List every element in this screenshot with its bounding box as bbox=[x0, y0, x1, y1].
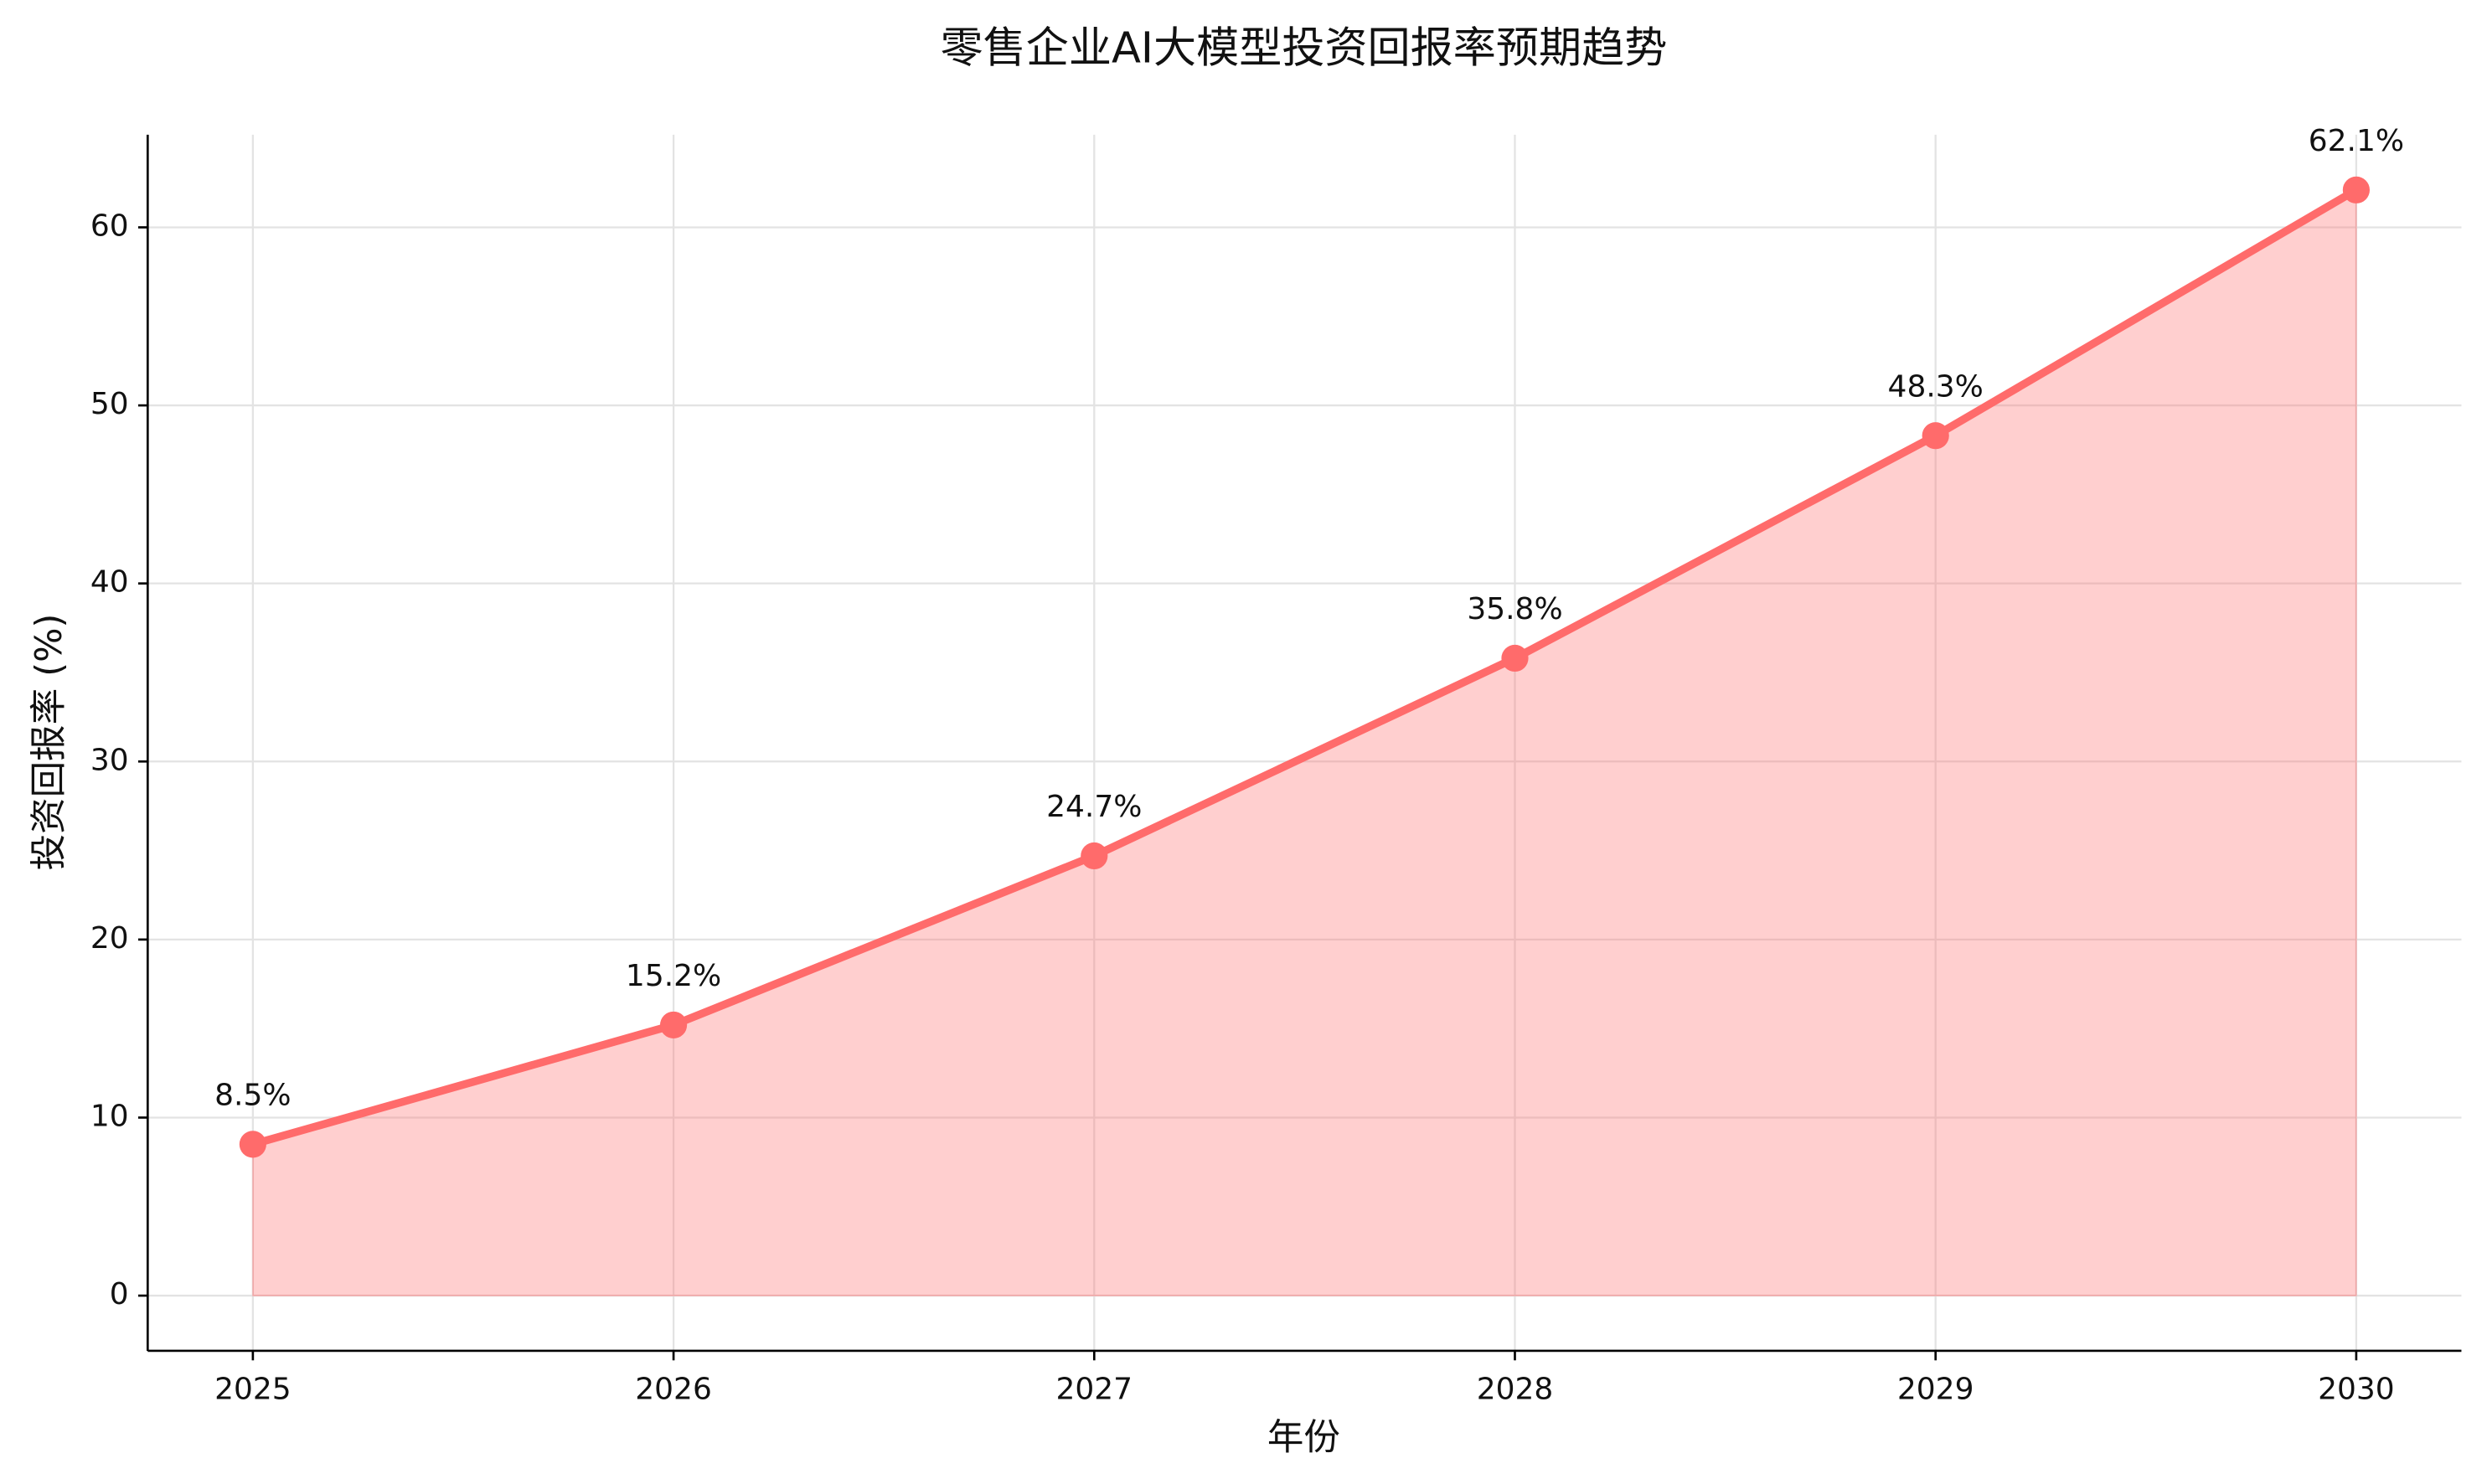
point bbox=[659, 1011, 688, 1039]
data-label: 35.8% bbox=[1467, 592, 1562, 626]
x-tick-label: 2025 bbox=[214, 1372, 292, 1406]
x-tick-label: 2027 bbox=[1056, 1372, 1133, 1406]
point bbox=[1081, 842, 1108, 870]
area bbox=[251, 188, 2357, 1297]
x-tick-label: 2026 bbox=[635, 1372, 712, 1406]
x-tick-label: 2029 bbox=[1897, 1372, 1974, 1406]
data-label: 24.7% bbox=[1046, 790, 1142, 824]
y-axis-label: 投资回报率 (%) bbox=[28, 614, 70, 871]
data-label: 48.3% bbox=[1888, 369, 1984, 404]
point bbox=[239, 1131, 266, 1158]
y-tick-label: 20 bbox=[90, 921, 129, 956]
y-tick-label: 50 bbox=[90, 387, 129, 421]
chart-title: 零售企业AI大模型投资回报率预期趋势 bbox=[941, 24, 1668, 74]
line bbox=[251, 186, 2359, 1148]
x-axis-label: 年份 bbox=[1267, 1417, 1340, 1459]
data-label: 62.1% bbox=[2309, 124, 2404, 158]
x-tick-label: 2028 bbox=[1477, 1372, 1554, 1406]
y-tick-label: 40 bbox=[90, 565, 129, 600]
data-label: 15.2% bbox=[626, 959, 721, 993]
data-label: 8.5% bbox=[214, 1079, 291, 1113]
y-tick-label: 60 bbox=[90, 209, 129, 243]
y-tick-label: 30 bbox=[90, 743, 129, 777]
y-tick-label: 0 bbox=[110, 1277, 129, 1311]
point bbox=[1922, 422, 1949, 450]
point bbox=[2342, 176, 2370, 204]
point bbox=[1501, 644, 1529, 672]
x-tick-label: 2030 bbox=[2318, 1372, 2395, 1406]
y-tick-label: 10 bbox=[90, 1099, 129, 1133]
